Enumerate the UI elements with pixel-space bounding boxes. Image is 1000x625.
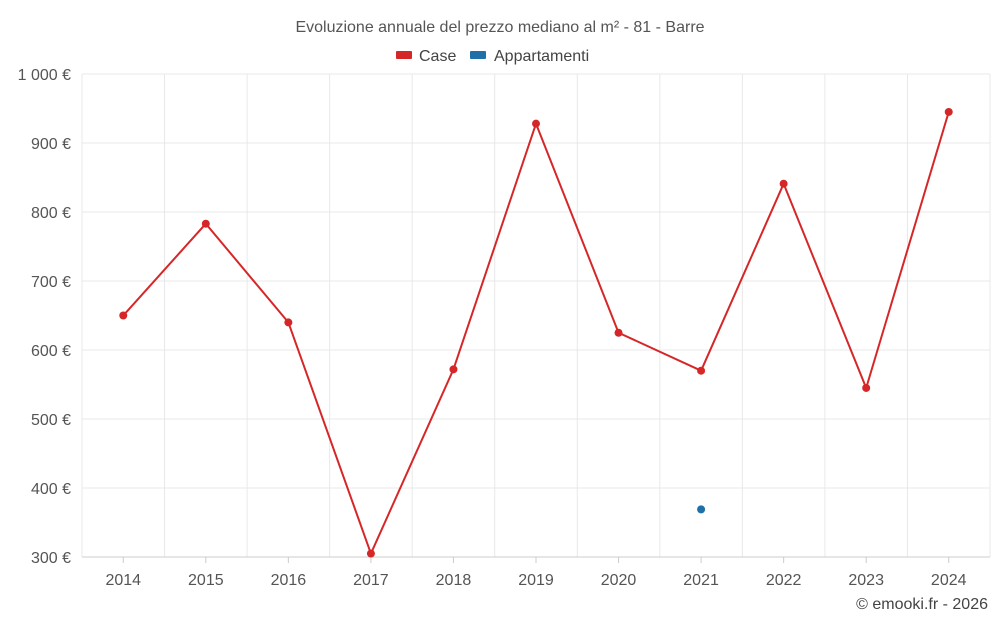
y-axis: 300 € 400 € 500 € 600 € 700 € 800 € 900 € 1 000… — [18, 67, 71, 567]
x-tick-label: 2016 — [271, 572, 307, 589]
data-point-case-2024[interactable] — [944, 107, 953, 116]
x-tick-label: 2018 — [436, 572, 472, 589]
legend-swatch-case — [396, 51, 412, 59]
x-tick-label: 2024 — [931, 572, 967, 589]
y-tick-label: 300 € — [31, 550, 71, 567]
data-point-case-2022[interactable] — [779, 179, 788, 188]
data-point-case-2021[interactable] — [697, 366, 706, 375]
y-tick-label: 1 000 € — [18, 67, 71, 84]
x-tick-label: 2015 — [188, 572, 224, 589]
x-tick-label: 2023 — [848, 572, 884, 589]
y-tick-label: 500 € — [31, 412, 71, 429]
y-tick-label: 400 € — [31, 481, 71, 498]
plot-area — [119, 107, 953, 558]
legend-swatch-appartamenti — [470, 51, 486, 59]
y-tick-label: 600 € — [31, 343, 71, 360]
y-tick-label: 800 € — [31, 205, 71, 222]
x-axis: 2014 2015 2016 2017 2018 2019 2020 2021 2022 2023… — [82, 556, 990, 589]
gridlines — [81, 73, 991, 558]
legend-label-case[interactable]: Case — [419, 48, 456, 65]
data-point-case-2014[interactable] — [119, 311, 128, 320]
credit-text: © emooki.fr - 2026 — [856, 596, 988, 613]
data-point-case-2020[interactable] — [614, 328, 623, 337]
chart-title: Evoluzione annuale del prezzo mediano al… — [295, 19, 704, 36]
data-point-case-2017[interactable] — [366, 549, 375, 558]
legend-label-appartamenti[interactable]: Appartamenti — [494, 48, 589, 65]
data-point-case-2019[interactable] — [532, 119, 540, 128]
x-tick-label: 2020 — [601, 572, 637, 589]
x-tick-label: 2022 — [766, 572, 802, 589]
x-tick-label: 2014 — [105, 572, 141, 589]
data-point-case-2016[interactable] — [284, 318, 293, 327]
x-tick-label: 2021 — [683, 572, 719, 589]
data-point-appartamenti-2021[interactable] — [697, 505, 706, 514]
legend: Case Appartamenti — [396, 48, 589, 65]
data-point-case-2023[interactable] — [862, 383, 871, 392]
data-point-case-2018[interactable] — [449, 365, 458, 374]
y-tick-label: 700 € — [31, 274, 71, 291]
data-point-case-2015[interactable] — [201, 219, 210, 228]
x-tick-label: 2019 — [518, 572, 554, 589]
y-tick-label: 900 € — [31, 136, 71, 153]
x-tick-label: 2017 — [353, 572, 389, 589]
